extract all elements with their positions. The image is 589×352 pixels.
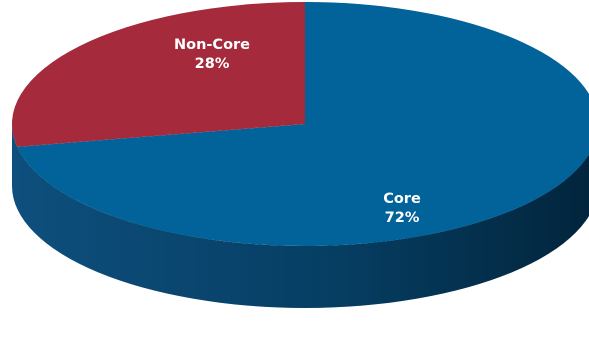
label-non-core-percent: 28%: [195, 56, 230, 72]
slice-non-core: [12, 2, 305, 147]
slice-core: [17, 2, 589, 246]
pie-side-wall: [12, 124, 589, 308]
label-core-percent: 72%: [385, 210, 420, 226]
label-core-name: Core: [383, 191, 421, 207]
label-non-core-name: Non-Core: [174, 37, 250, 53]
